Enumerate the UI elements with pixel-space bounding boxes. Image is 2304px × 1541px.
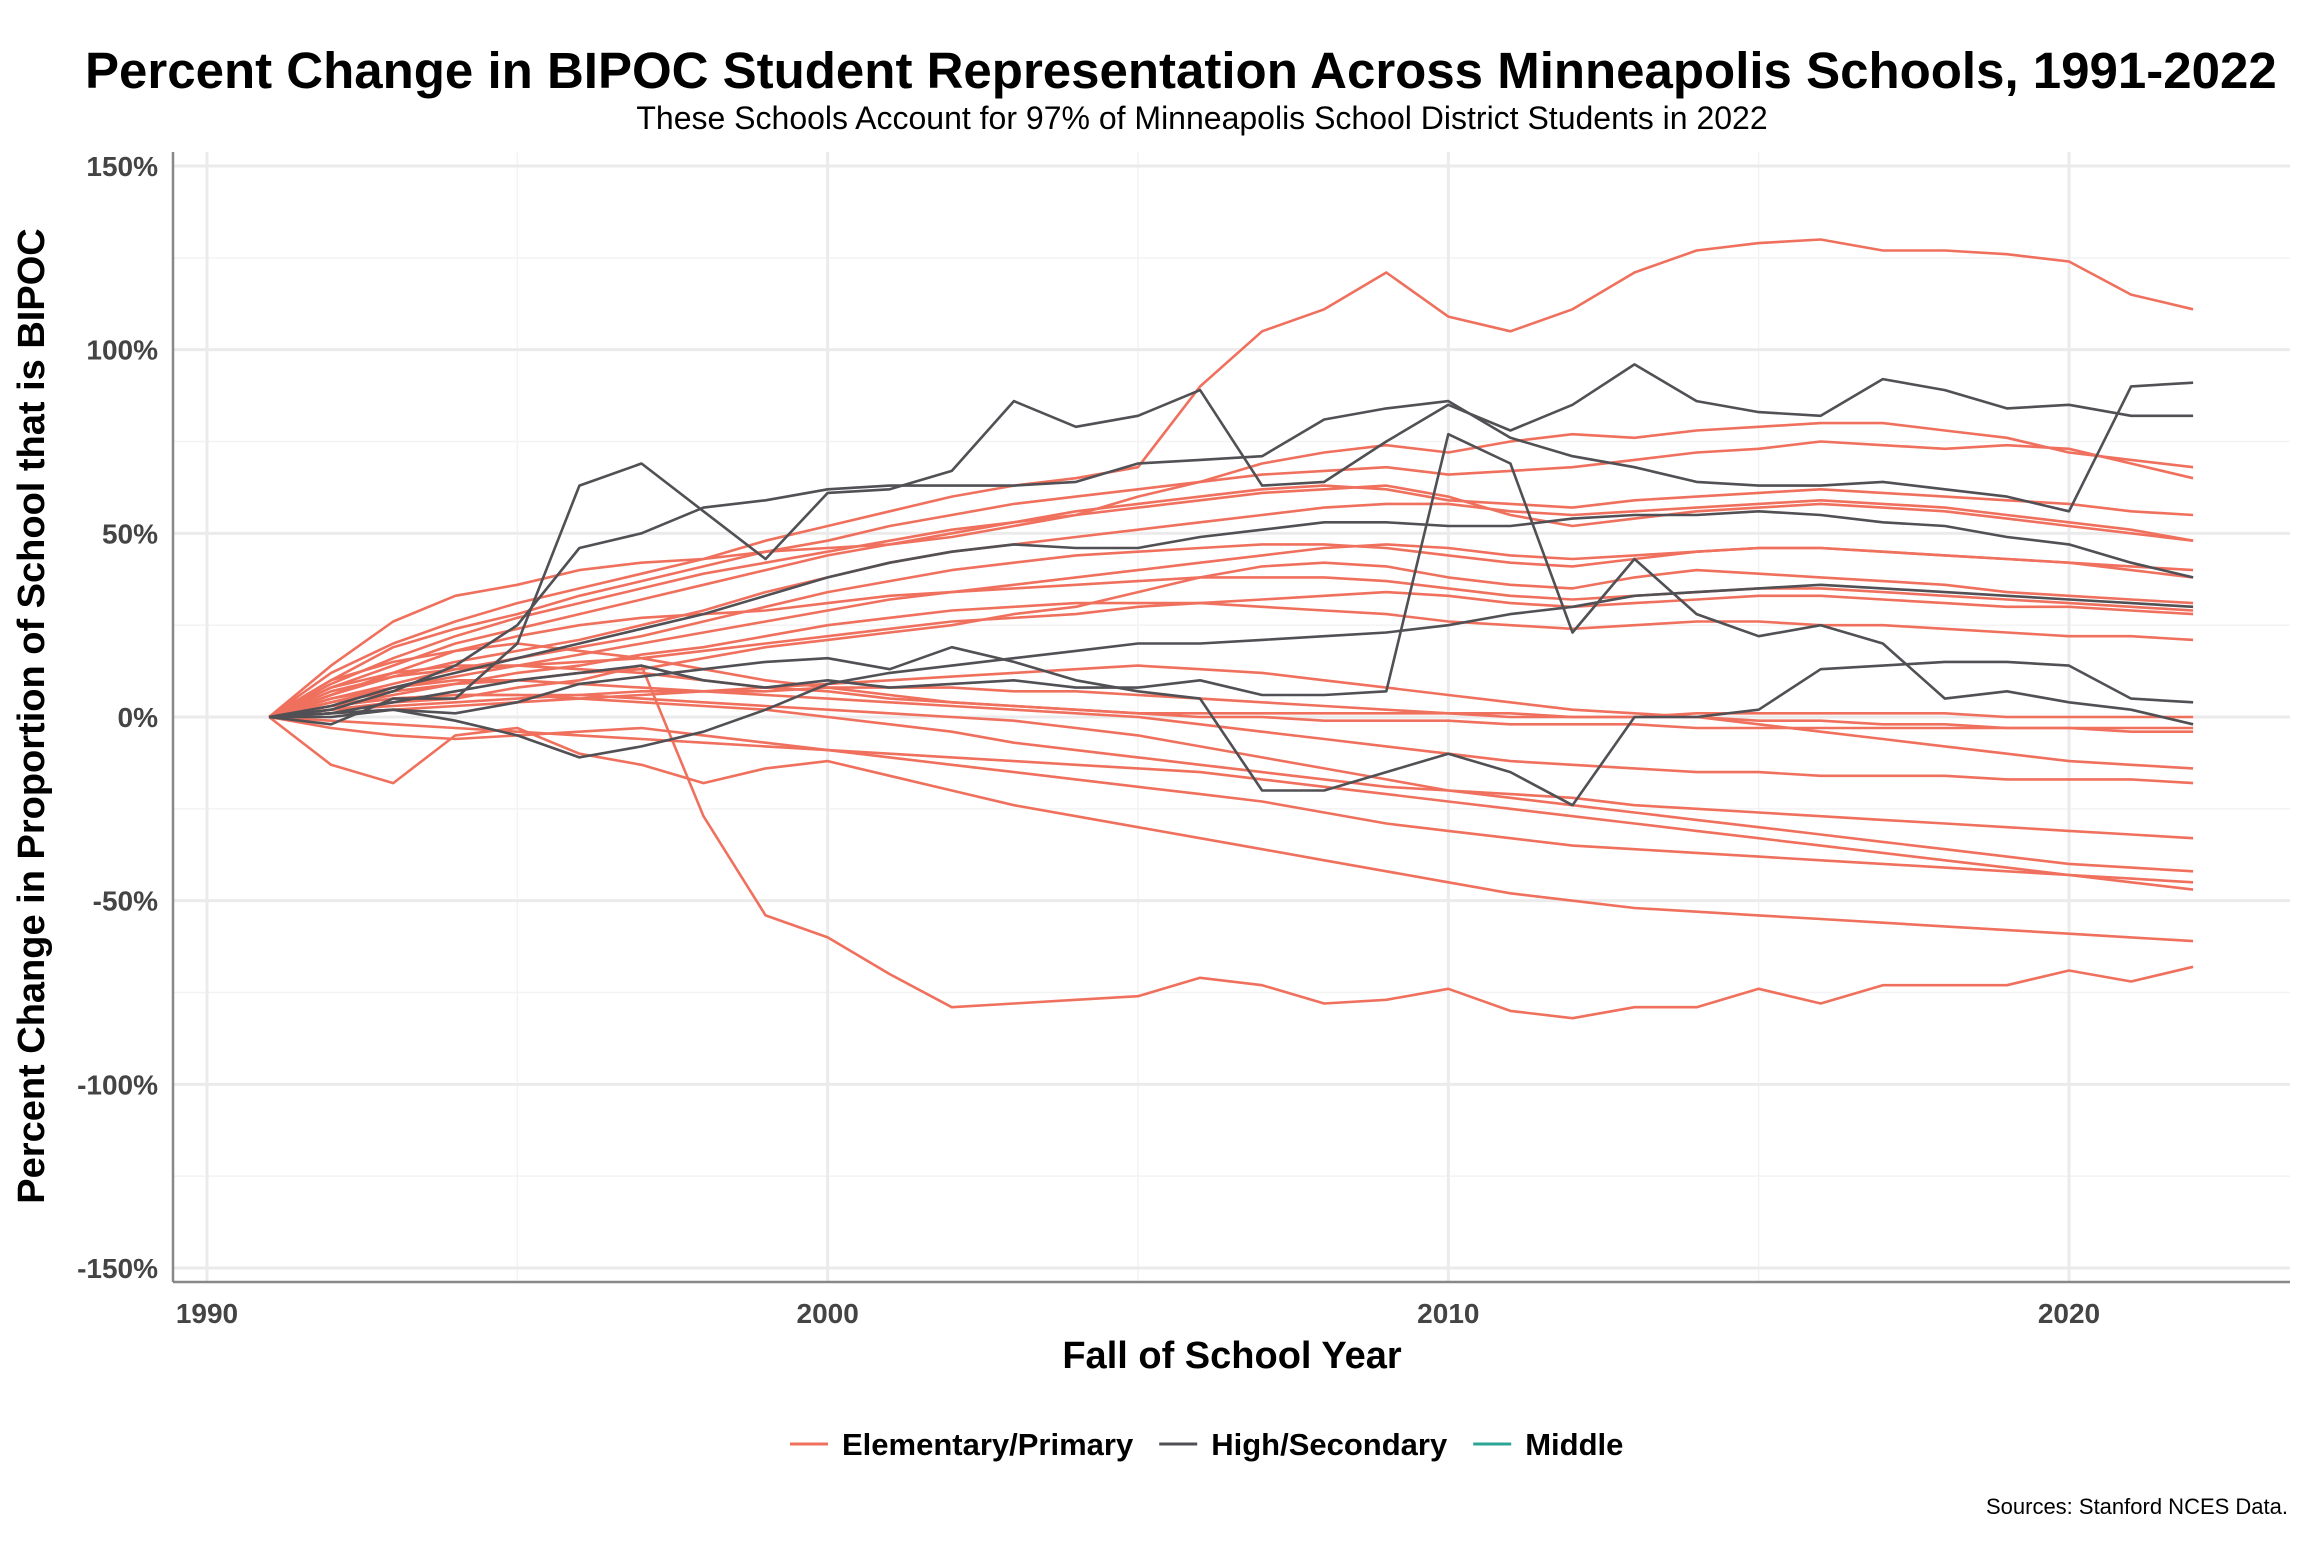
y-tick-label: -100%: [77, 1069, 158, 1100]
series-line-elementary-primary-10: [268, 678, 2194, 785]
x-tick-label: 1990: [176, 1298, 238, 1329]
x-tick-label: 2020: [2038, 1298, 2100, 1329]
series-line-elementary-primary-12: [268, 715, 2194, 884]
tick-labels: 150% 100% 50% 0% -50% -100% -150% 1990 2000 2010 2…: [77, 151, 2100, 1329]
y-tick-label: 0%: [118, 702, 159, 733]
x-tick-label: 2010: [1417, 1298, 1479, 1329]
series-line-high-secondary-24: [268, 381, 2194, 719]
chart-title: Percent Change in BIPOC Student Represen…: [85, 42, 2277, 99]
series-line-high-secondary-25: [269, 583, 2194, 759]
legend: Elementary/Primary High/Secondary Middle: [790, 1427, 1623, 1462]
y-tick-label: 100%: [86, 335, 158, 366]
source-caption: Sources: Stanford NCES Data.: [1986, 1494, 2288, 1519]
x-tick-label: 2000: [797, 1298, 859, 1329]
chart-subtitle: These Schools Account for 97% of Minneap…: [636, 100, 1767, 136]
axes: [171, 152, 2290, 1284]
series-line-elementary-primary-9: [268, 664, 2194, 730]
series-line-elementary-primary-21: [268, 484, 2194, 719]
x-axis-title: Fall of School Year: [1062, 1335, 1402, 1377]
y-tick-label: -50%: [93, 886, 158, 917]
legend-label-elementary-primary: Elementary/Primary: [842, 1427, 1134, 1462]
series-line-elementary-primary-19: [269, 686, 2194, 734]
series-line-elementary-primary-14: [268, 664, 2194, 1020]
series-line-elementary-primary-16: [268, 543, 2194, 719]
y-tick-label: 50%: [102, 518, 158, 549]
series-line-elementary-primary-1: [268, 421, 2194, 719]
series-line-elementary-primary-0: [268, 238, 2194, 719]
series-line-elementary-primary-22: [268, 693, 2194, 873]
series-line-elementary-primary-2: [268, 440, 2194, 719]
series-line-elementary-primary-3: [268, 484, 2194, 719]
y-axis-title: Percent Change in Proportion of School t…: [11, 228, 53, 1203]
series-line-elementary-primary-8: [268, 642, 2194, 719]
legend-label-middle: Middle: [1525, 1427, 1623, 1462]
series-lines: [268, 238, 2194, 1020]
y-tick-label: -150%: [77, 1253, 158, 1284]
series-line-high-secondary-23: [268, 363, 2194, 726]
series-line-elementary-primary-7: [268, 601, 2194, 719]
series-line-high-secondary-26: [269, 645, 2194, 807]
legend-label-high-secondary: High/Secondary: [1211, 1427, 1448, 1462]
series-line-elementary-primary-18: [269, 715, 2194, 891]
series-line-high-secondary-28: [269, 432, 2194, 726]
series-line-elementary-primary-20: [268, 590, 2194, 719]
y-tick-label: 150%: [86, 151, 158, 182]
series-line-elementary-primary-4: [268, 498, 2194, 719]
series-line-high-secondary-27: [268, 509, 2194, 719]
